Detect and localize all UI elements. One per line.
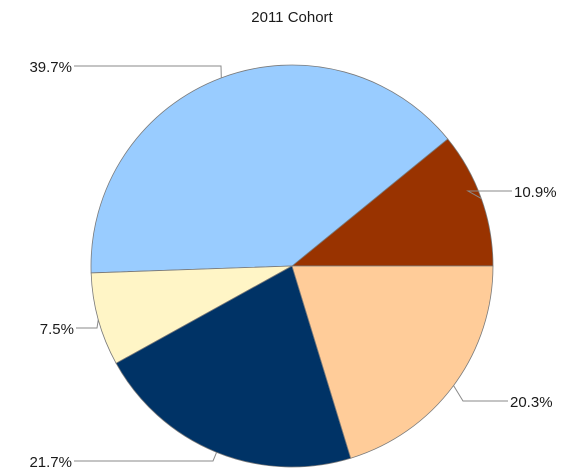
leader-line-4 xyxy=(74,452,218,462)
data-label-2: 39.7% xyxy=(29,59,72,76)
leader-line-2 xyxy=(74,65,222,78)
pie-slice-3 xyxy=(90,265,293,364)
data-label-1: 10.9% xyxy=(514,184,557,201)
leader-line-3 xyxy=(76,319,99,329)
data-label-3: 7.5% xyxy=(40,321,74,338)
pie-labels: 10.9% 39.7% 7.5% 21.7% 20.3% xyxy=(29,59,556,471)
pie-slice-2 xyxy=(90,64,449,274)
leader-line-5 xyxy=(453,385,508,402)
pie-slice-5 xyxy=(291,265,494,459)
chart-title: 2011 Cohort xyxy=(251,9,333,26)
data-label-4: 21.7% xyxy=(29,454,72,471)
pie-slices xyxy=(90,64,494,468)
leader-line-1 xyxy=(466,190,512,200)
data-label-5: 20.3% xyxy=(510,394,553,411)
